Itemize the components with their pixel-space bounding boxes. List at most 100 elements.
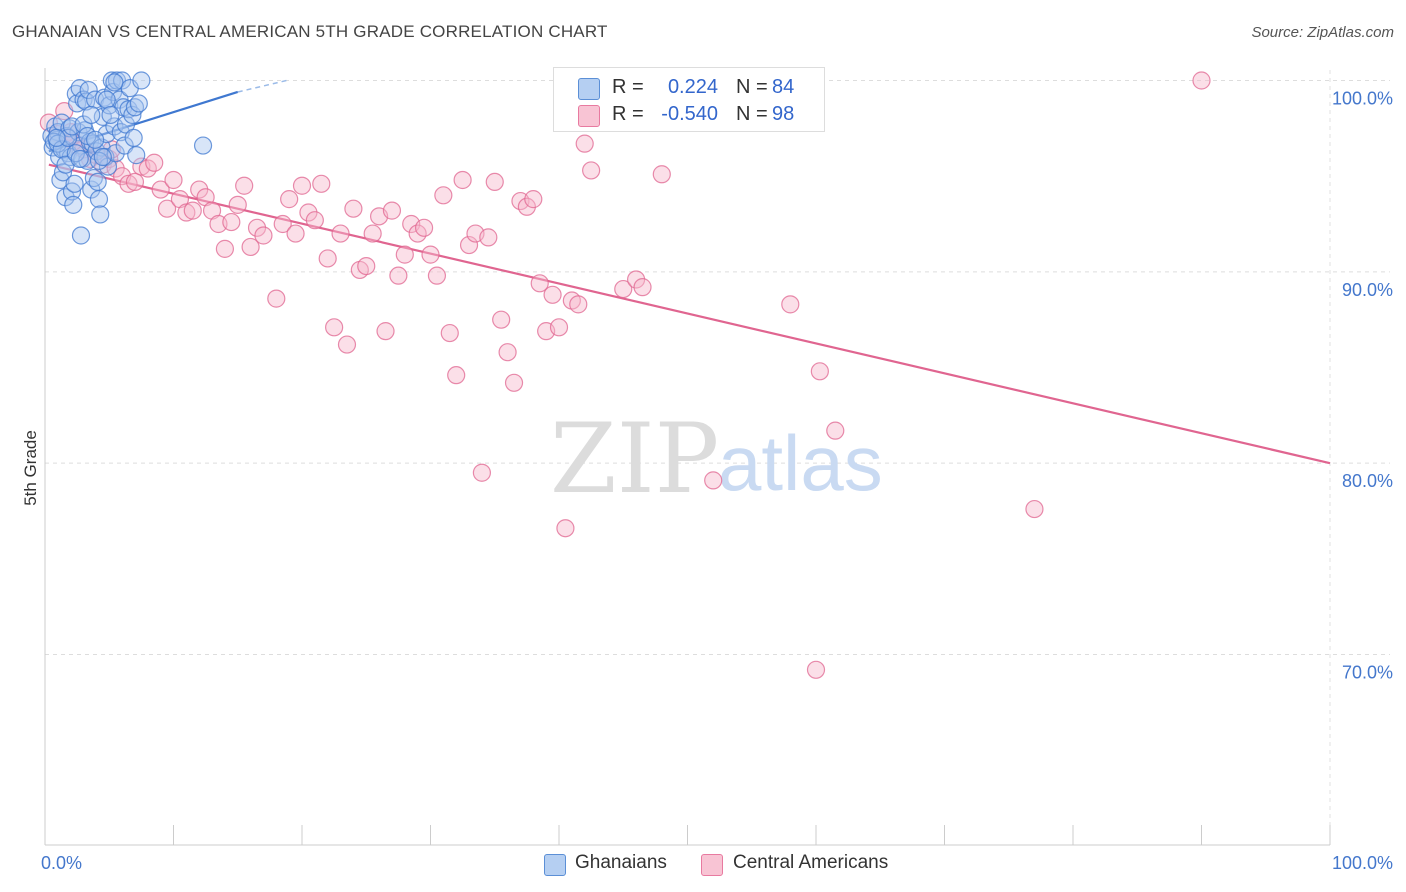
central-americans-point <box>569 295 588 314</box>
n-value: 84 <box>772 76 795 98</box>
r-value: 0.224 <box>667 76 718 98</box>
central-americans-point <box>389 266 408 285</box>
central-americans-point <box>810 362 829 381</box>
central-americans-point <box>382 201 402 220</box>
central-americans-point <box>215 239 234 258</box>
central-americans-point <box>280 190 299 209</box>
central-americans-point <box>434 186 453 205</box>
central-americans-point <box>363 224 382 243</box>
central-americans-point <box>177 203 196 222</box>
series-central-americans <box>39 71 1211 679</box>
central-americans-point <box>241 237 260 257</box>
central-americans-point <box>421 245 440 264</box>
ghanaians-point <box>132 71 151 90</box>
r-label: R = <box>612 76 644 98</box>
watermark: ZIP atlas <box>550 403 883 515</box>
ghanaians-legend-swatch <box>544 854 566 876</box>
central-americans-point <box>164 170 183 190</box>
ghanaians-point <box>91 205 110 224</box>
central-americans-point <box>305 211 324 230</box>
central-americans-point <box>344 199 363 218</box>
x-tick-label-min: 0.0% <box>41 853 82 873</box>
ghanaians-point <box>98 157 118 176</box>
central-americans-legend-swatch <box>701 854 723 876</box>
central-americans-point <box>485 172 504 192</box>
central-americans-point <box>119 174 138 193</box>
axes <box>44 68 1331 846</box>
central-americans-point <box>492 310 511 329</box>
central-americans-point <box>530 274 549 293</box>
ghanaians-point <box>86 130 105 149</box>
central-americans-point <box>337 335 357 354</box>
central-americans-point <box>318 249 337 268</box>
ghanaians-point <box>129 94 148 113</box>
ghanaians-point <box>70 149 89 169</box>
central-americans-point <box>781 295 800 314</box>
ghanaians-point <box>71 226 91 245</box>
ghanaians-point <box>65 174 84 193</box>
ghanaians-point <box>127 146 146 165</box>
ghanaians-point <box>47 128 66 147</box>
central-americans-point <box>395 245 414 264</box>
central-americans-point <box>806 660 826 679</box>
y-tick-label: 70.0% <box>1342 663 1393 683</box>
central-americans-point <box>228 195 247 214</box>
central-americans-point <box>183 201 202 220</box>
legend-row-ghanaians: R = 0.224 N = 84 <box>554 74 824 102</box>
ghanaians-point <box>52 140 71 159</box>
central-americans-point <box>1025 499 1044 519</box>
central-americans-swatch <box>578 105 600 127</box>
y-tick-label: 90.0% <box>1342 280 1393 300</box>
ghanaians-point <box>64 195 83 214</box>
ghanaians-point <box>77 92 96 111</box>
series-legend: Ghanaians Central Americans <box>0 852 1406 878</box>
ghanaians-point <box>105 73 124 92</box>
r-value: -0.540 <box>661 103 718 125</box>
central-americans-point <box>479 228 498 247</box>
ghanaians-point <box>93 147 112 167</box>
ghanaians-point <box>116 115 136 134</box>
ghanaians-point <box>74 115 93 134</box>
central-americans-point <box>472 463 491 482</box>
watermark-zip: ZIP <box>550 403 719 515</box>
central-americans-point <box>582 161 601 180</box>
central-americans-point <box>151 180 170 199</box>
tick-labels: 70.0% 80.0% 90.0% 100.0% 0.0% 100.0% <box>41 89 1393 874</box>
gridlines <box>45 70 1390 845</box>
y-axis-label: 5th Grade <box>21 430 40 506</box>
ghanaians-swatch <box>578 78 600 100</box>
central-americans-point <box>633 278 652 297</box>
watermark-atlas: atlas <box>718 419 883 507</box>
n-label: N = <box>736 103 768 125</box>
ghanaians-point <box>97 124 116 144</box>
central-americans-point <box>447 366 466 385</box>
central-americans-point <box>254 226 273 245</box>
ghanaians-point <box>124 128 143 147</box>
central-americans-point <box>1192 71 1211 90</box>
central-americans-point <box>235 176 254 195</box>
ghanaians-point <box>62 117 82 136</box>
central-americans-trend-line <box>48 163 1331 465</box>
n-label: N = <box>736 76 768 98</box>
central-americans-legend-label: Central Americans <box>733 852 889 873</box>
ghanaians-point <box>88 172 107 192</box>
ghanaians-point <box>60 119 79 138</box>
x-tick-label-max: 100.0% <box>1332 853 1393 873</box>
central-americans-point <box>575 134 594 153</box>
n-value: 98 <box>772 103 795 125</box>
central-americans-point <box>524 190 543 209</box>
ghanaians-point <box>102 71 121 90</box>
ghanaians-point <box>101 105 120 125</box>
central-americans-point <box>549 318 569 337</box>
central-americans-point <box>331 224 350 243</box>
central-americans-point <box>440 323 459 343</box>
r-label: R = <box>612 103 644 125</box>
central-americans-point <box>826 421 845 440</box>
central-americans-point <box>125 172 145 192</box>
ghanaians-point <box>79 80 98 100</box>
correlation-legend: R = 0.224 N = 84 R = -0.540 N = 98 <box>553 67 825 132</box>
central-americans-point <box>312 174 331 193</box>
series-ghanaians <box>42 71 213 245</box>
central-americans-point <box>427 266 447 285</box>
central-americans-point <box>556 519 575 538</box>
